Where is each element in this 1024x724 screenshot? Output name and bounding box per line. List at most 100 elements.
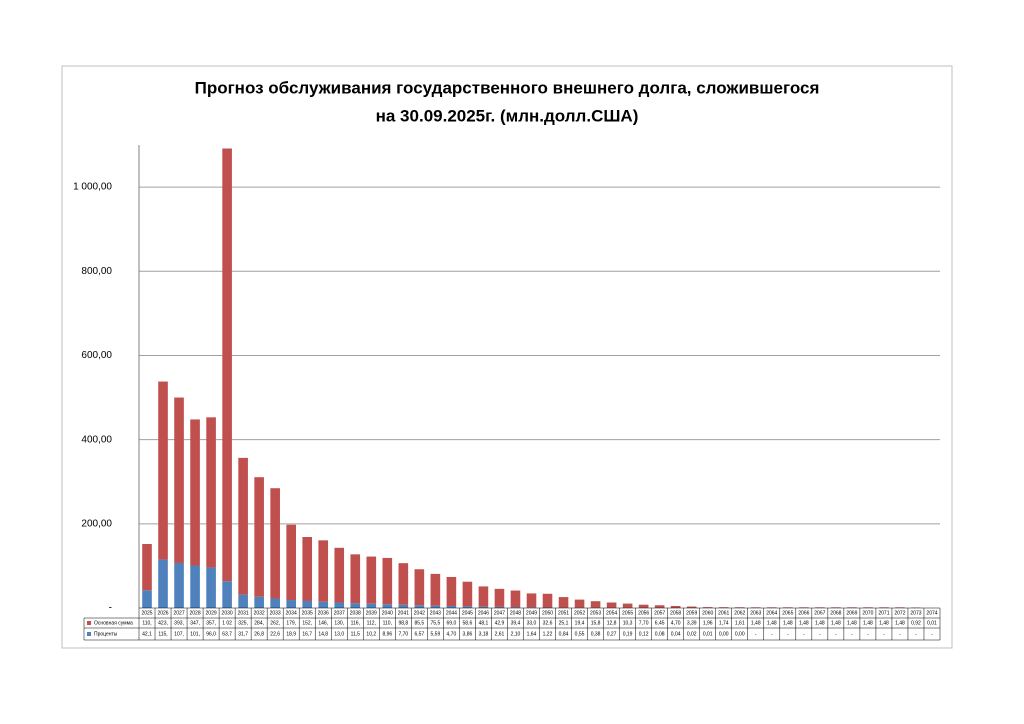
- table-cell: 48,1: [479, 620, 489, 626]
- table-cell: 0,27: [607, 631, 617, 637]
- table-cell: -: [915, 631, 917, 637]
- bar: [286, 600, 296, 608]
- table-cell: 12,8: [607, 620, 617, 626]
- bar: [318, 540, 329, 602]
- table-cell: 15,8: [591, 620, 601, 626]
- table-cell: -: [899, 631, 901, 637]
- bar: [174, 562, 184, 608]
- bar: [190, 419, 200, 566]
- table-cell: 96,0: [206, 631, 216, 637]
- x-tick-label: 2067: [814, 610, 825, 616]
- bar: [670, 606, 681, 608]
- x-tick-label: 2043: [430, 610, 441, 616]
- table-cell: 0,02: [687, 631, 697, 637]
- table-cell: 5,59: [431, 631, 441, 637]
- table-cell: 1,48: [815, 620, 825, 626]
- table-cell: 69,0: [447, 620, 457, 626]
- x-tick-label: 2062: [734, 610, 745, 616]
- table-cell: 10,2: [366, 631, 376, 637]
- table-cell: 18,9: [286, 631, 296, 637]
- y-tick-label: 1 000,00: [73, 182, 112, 193]
- x-tick-label: 2054: [606, 610, 617, 616]
- x-tick-label: 2025: [141, 610, 152, 616]
- chart-title: на 30.09.2025г. (млн.долл.США): [376, 106, 639, 125]
- bar: [895, 607, 905, 608]
- legend-key: [87, 621, 91, 625]
- table-cell: 13,0: [334, 631, 344, 637]
- table-cell: 0,00: [735, 631, 745, 637]
- bar: [462, 581, 473, 607]
- table-cell: 16,7: [302, 631, 312, 637]
- x-tick-label: 2045: [462, 610, 473, 616]
- x-tick-label: 2029: [206, 610, 217, 616]
- bar: [382, 604, 393, 608]
- x-tick-label: 2071: [878, 610, 889, 616]
- bar: [350, 603, 361, 608]
- x-tick-label: 2057: [654, 610, 665, 616]
- table-cell: 110,: [383, 620, 392, 626]
- table-cell: 26,8: [254, 631, 264, 637]
- bar: [847, 607, 857, 608]
- bar: [799, 607, 809, 608]
- x-tick-label: 2072: [894, 610, 905, 616]
- bar: [831, 607, 841, 608]
- table-cell: 0,08: [655, 631, 665, 637]
- table-cell: 42,9: [495, 620, 505, 626]
- table-cell: 1,61: [735, 620, 745, 626]
- table-cell: 4,70: [671, 620, 681, 626]
- bar: [430, 605, 441, 608]
- bar: [510, 590, 521, 608]
- table-cell: 58,6: [463, 620, 473, 626]
- table-cell: 1,48: [751, 620, 761, 626]
- bar: [542, 593, 553, 608]
- x-tick-label: 2042: [414, 610, 425, 616]
- bar: [254, 596, 264, 608]
- x-tick-label: 2065: [782, 610, 793, 616]
- bar: [398, 563, 409, 605]
- table-cell: 0,01: [927, 620, 937, 626]
- x-tick-label: 2066: [798, 610, 809, 616]
- table-cell: 1,22: [543, 631, 553, 637]
- legend-label: Проценты: [94, 631, 118, 637]
- x-tick-label: 2048: [510, 610, 521, 616]
- table-cell: -: [931, 631, 933, 637]
- bar: [590, 601, 601, 608]
- table-cell: 75,5: [431, 620, 441, 626]
- x-tick-label: 2036: [318, 610, 329, 616]
- table-cell: 130,: [334, 620, 344, 626]
- bar: [302, 600, 313, 608]
- table-cell: 3,39: [687, 620, 697, 626]
- x-tick-label: 2047: [494, 610, 505, 616]
- bar: [270, 488, 280, 599]
- table-cell: 63,7: [222, 631, 232, 637]
- bar: [542, 607, 553, 608]
- x-tick-label: 2052: [574, 610, 585, 616]
- bar: [206, 417, 216, 568]
- y-tick-label: 600,00: [81, 350, 112, 361]
- table-cell: -: [883, 631, 885, 637]
- table-cell: 1,48: [767, 620, 777, 626]
- table-cell: 31,7: [238, 631, 248, 637]
- bar: [286, 524, 296, 601]
- table-cell: 1,48: [847, 620, 857, 626]
- bar: [222, 148, 232, 582]
- table-cell: 2,10: [511, 631, 521, 637]
- table-cell: 3,18: [479, 631, 489, 637]
- table-cell: 1,48: [879, 620, 889, 626]
- x-tick-label: 2026: [157, 610, 168, 616]
- bar: [478, 606, 489, 608]
- bar: [526, 593, 537, 608]
- bar: [446, 606, 457, 608]
- x-tick-label: 2068: [830, 610, 841, 616]
- table-cell: 110,: [142, 620, 151, 626]
- bar: [638, 604, 649, 608]
- bar: [398, 604, 409, 608]
- x-tick-label: 2030: [222, 610, 233, 616]
- x-tick-label: 2033: [270, 610, 281, 616]
- table-cell: 423,: [158, 620, 168, 626]
- table-cell: 6,57: [414, 631, 424, 637]
- table-cell: 39,4: [511, 620, 521, 626]
- table-cell: 152,: [302, 620, 312, 626]
- table-cell: 0,04: [671, 631, 681, 637]
- bar: [863, 607, 873, 608]
